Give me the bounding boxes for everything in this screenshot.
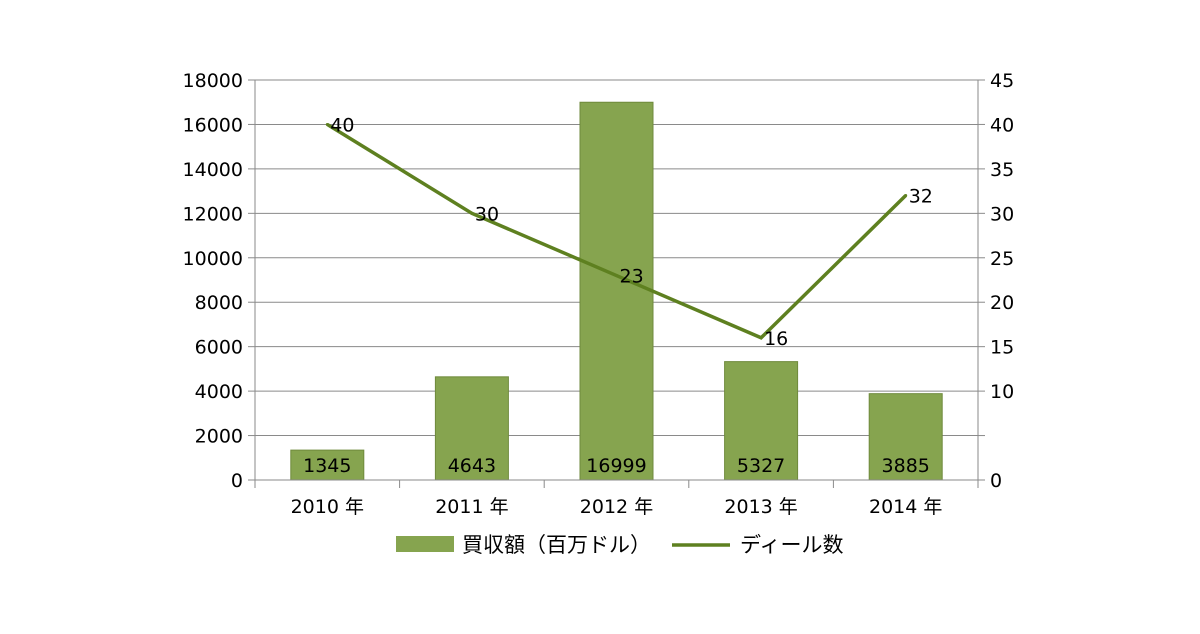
left-tick-label: 16000 <box>183 114 243 136</box>
line-value-label: 40 <box>330 114 354 136</box>
right-tick-label: 10 <box>990 381 1014 403</box>
line-point <box>615 274 618 278</box>
x-tick-label: 2010 年 <box>291 496 364 518</box>
legend-bar-swatch <box>396 536 454 552</box>
left-tick-label: 8000 <box>195 292 243 314</box>
right-tick-label: 35 <box>990 159 1014 181</box>
right-tick-label: 30 <box>990 203 1014 225</box>
right-tick-label: 25 <box>990 248 1014 270</box>
x-tick-label: 2013 年 <box>724 496 797 518</box>
line-value-label: 32 <box>909 186 933 208</box>
bar-value-label: 16999 <box>586 455 646 477</box>
legend-line-label: ディール数 <box>740 533 844 557</box>
right-tick-label: 15 <box>990 337 1014 359</box>
right-tick-label: 40 <box>990 114 1014 136</box>
right-tick-label: 0 <box>990 470 1002 492</box>
legend: 買収額（百万ドル） ディール数 <box>396 533 844 557</box>
left-tick-label: 6000 <box>195 337 243 359</box>
x-tick-label: 2014 年 <box>869 496 942 518</box>
x-tick-label: 2012 年 <box>580 496 653 518</box>
bar-value-label: 5327 <box>737 455 785 477</box>
labels: 0 2000 4000 6000 8000 10000 12000 14000 16000 180… <box>183 70 1015 518</box>
left-tick-label: 12000 <box>183 203 243 225</box>
bar-value-label: 1345 <box>303 455 351 477</box>
line-point <box>759 336 763 340</box>
line-point <box>325 122 329 126</box>
left-tick-label: 10000 <box>183 248 243 270</box>
line-value-label: 23 <box>620 266 644 288</box>
x-tick-label: 2011 年 <box>435 496 508 518</box>
line-value-label: 16 <box>764 328 788 350</box>
left-tick-label: 0 <box>231 470 243 492</box>
right-tick-label: 45 <box>990 70 1014 92</box>
bar-value-label: 3885 <box>882 455 930 477</box>
left-tick-label: 18000 <box>183 70 243 92</box>
bar <box>579 101 654 481</box>
legend-bar-label: 買収額（百万ドル） <box>462 533 651 557</box>
line-series <box>325 122 908 340</box>
left-tick-label: 2000 <box>195 426 243 448</box>
line-point <box>470 211 474 215</box>
bar <box>290 449 365 481</box>
left-tick-label: 14000 <box>183 159 243 181</box>
line-value-label: 30 <box>475 203 499 225</box>
bars <box>290 101 943 481</box>
left-tick-label: 4000 <box>195 381 243 403</box>
right-tick-label: 20 <box>990 292 1014 314</box>
bar-value-label: 4643 <box>448 455 496 477</box>
axes <box>248 79 985 488</box>
line-point <box>904 194 908 198</box>
